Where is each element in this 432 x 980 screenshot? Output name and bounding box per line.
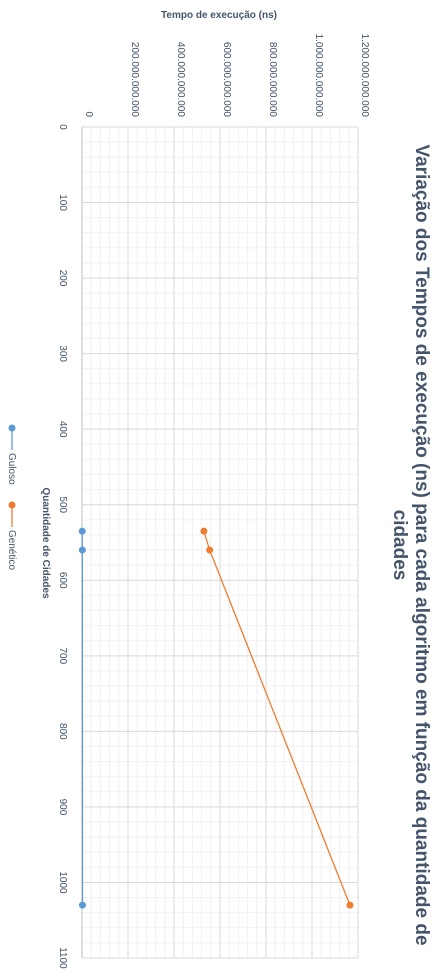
x-tick-label: 1100 (57, 947, 68, 969)
series-line-genetico (203, 530, 351, 906)
x-tick-label: 600 (57, 572, 68, 589)
data-point-genetico (206, 546, 214, 554)
chart-title: Variação dos Tempos de execução (ns) par… (411, 144, 432, 945)
y-tick-label: 200.000.000.000 (129, 42, 140, 118)
x-tick-label: 700 (57, 647, 68, 664)
x-axis-title: Quantidade de Cidades (40, 487, 51, 599)
x-tick-label: 500 (57, 496, 68, 513)
y-axis-title: Tempo de execução (ns) (161, 10, 277, 21)
y-tick-label: 600.000.000.000 (221, 42, 232, 118)
data-point-genetico (346, 901, 354, 909)
x-tick-label: 900 (57, 799, 68, 816)
y-tick-label: 1.000.000.000.000 (313, 34, 324, 118)
legend-swatch-marker (8, 501, 16, 509)
legend-label: Genético (6, 530, 17, 570)
x-tick-label: 100 (57, 194, 68, 211)
x-tick-label: 1000 (57, 871, 68, 894)
data-point-genetico (200, 527, 208, 535)
data-point-guloso (78, 546, 86, 554)
y-tick-label: 800.000.000.000 (267, 42, 278, 118)
y-tick-label: 0 (83, 111, 94, 117)
chart-title: cidades (389, 510, 410, 581)
x-tick-label: 800 (57, 723, 68, 740)
y-tick-label: 400.000.000.000 (175, 42, 186, 118)
x-tick-label: 200 (57, 270, 68, 287)
data-point-guloso (78, 527, 86, 535)
y-tick-label: 1.200.000.000.000 (359, 34, 370, 118)
x-tick-label: 0 (57, 124, 68, 130)
data-point-guloso (78, 901, 86, 909)
x-tick-label: 300 (57, 345, 68, 362)
legend-label: Guloso (6, 453, 17, 485)
x-tick-label: 400 (57, 421, 68, 438)
legend-swatch-marker (8, 424, 16, 432)
